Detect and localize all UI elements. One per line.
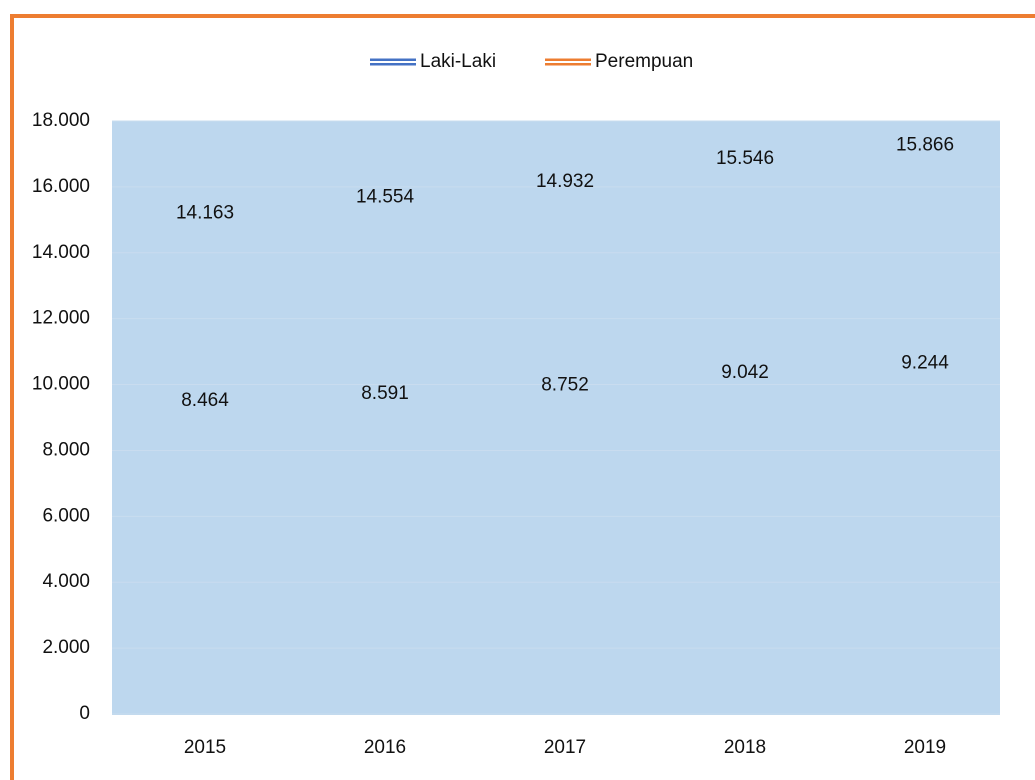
- data-label: 8.752: [541, 375, 589, 396]
- y-tick-label: 18.000: [32, 110, 90, 131]
- x-tick-label: 2018: [724, 737, 766, 758]
- data-label: 14.163: [176, 202, 234, 223]
- plot-area: [112, 121, 1000, 715]
- x-tick-label: 2017: [544, 737, 586, 758]
- y-tick-label: 8.000: [42, 439, 90, 460]
- x-tick-label: 2016: [364, 737, 406, 758]
- data-label: 14.554: [356, 187, 415, 208]
- legend-label: Laki-Laki: [420, 51, 496, 72]
- data-label: 15.866: [896, 134, 954, 155]
- y-tick-label: 10.000: [32, 374, 90, 395]
- y-tick-label: 14.000: [32, 242, 90, 263]
- data-label: 15.546: [716, 148, 774, 169]
- data-label: 14.932: [536, 171, 594, 192]
- y-tick-label: 6.000: [42, 505, 90, 526]
- x-tick-label: 2019: [904, 737, 946, 758]
- data-label: 8.591: [361, 383, 409, 404]
- y-tick-label: 4.000: [42, 571, 90, 592]
- y-tick-label: 2.000: [42, 637, 90, 658]
- y-tick-label: 12.000: [32, 308, 90, 329]
- x-tick-label: 2015: [184, 737, 226, 758]
- data-label: 9.244: [901, 352, 949, 373]
- data-label: 8.464: [181, 390, 229, 411]
- y-tick-label: 16.000: [32, 176, 90, 197]
- data-label: 9.042: [721, 362, 769, 383]
- y-tick-label: 0: [79, 703, 90, 724]
- legend-label: Perempuan: [595, 51, 693, 72]
